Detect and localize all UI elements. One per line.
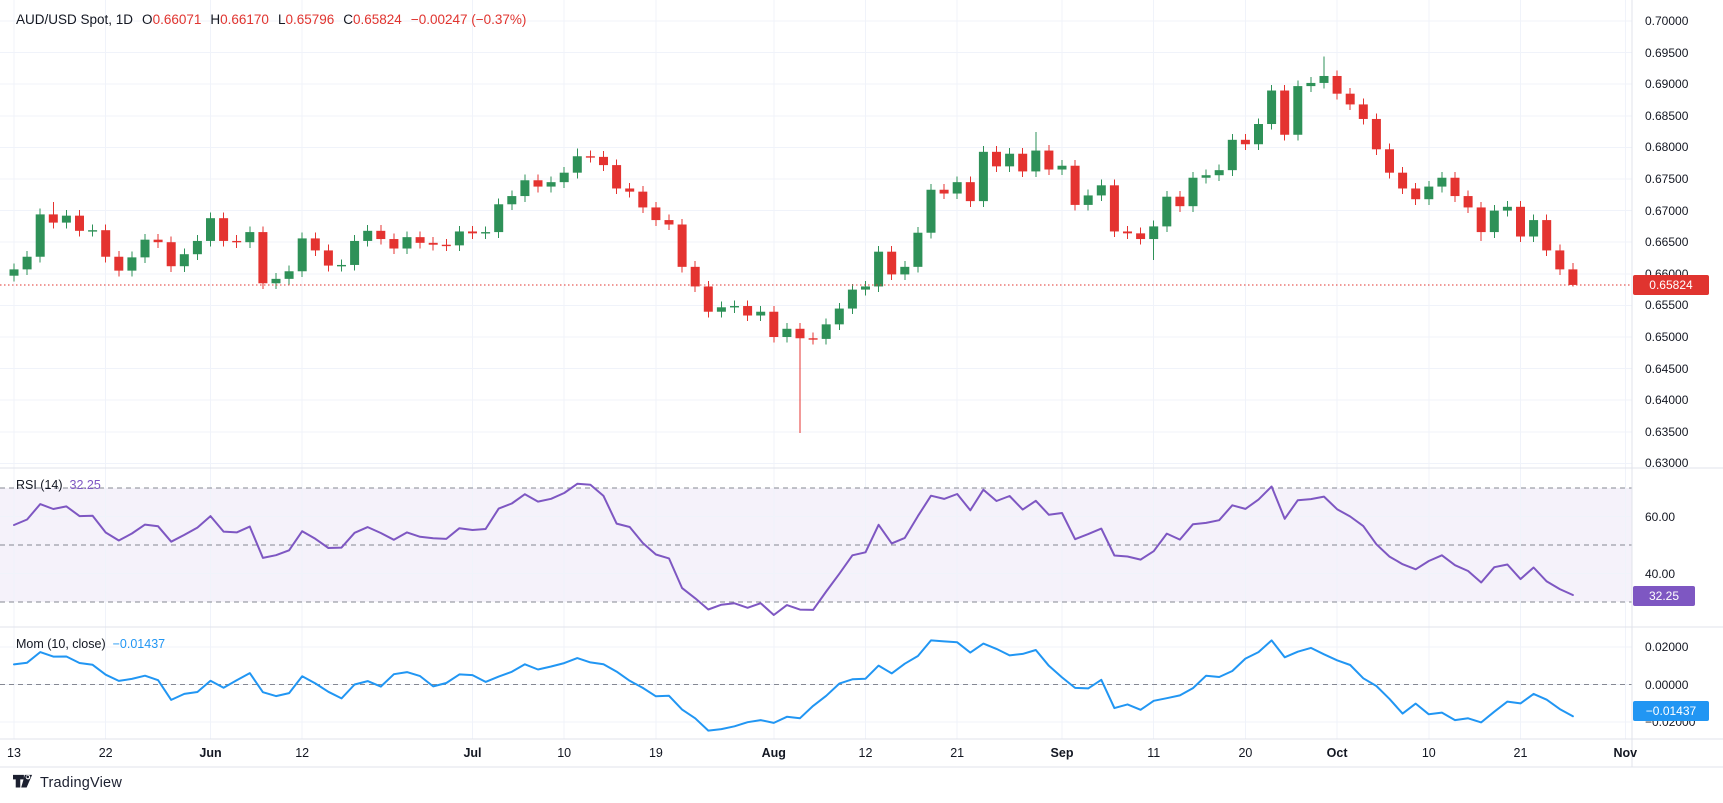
time-tick-label: 10	[557, 746, 572, 760]
symbol-legend[interactable]: AUD/USD Spot, 1D O0.66071 H0.66170 L0.65…	[16, 12, 526, 27]
rsi-axis-label: 60.00	[1645, 509, 1676, 524]
ohlc-high: H0.66170	[210, 12, 269, 27]
tradingview-brand-text: TradingView	[40, 775, 122, 791]
momentum-axis-label: 0.02000	[1645, 640, 1689, 654]
time-tick-label: 21	[1513, 746, 1528, 760]
change-value: −0.00247 (−0.37%)	[410, 12, 527, 27]
price-axis-label: 0.69500	[1645, 45, 1689, 60]
time-tick-label: 12	[295, 746, 310, 760]
time-tick-label: 12	[858, 746, 873, 760]
momentum-value: −0.01437	[112, 637, 166, 651]
price-axis-label: 0.66500	[1645, 235, 1689, 250]
time-tick-label: Sep	[1050, 746, 1074, 760]
time-tick-label: Jul	[463, 746, 482, 760]
price-axis-label: 0.64000	[1645, 393, 1689, 408]
rsi-title: RSI (14)	[16, 478, 63, 492]
time-tick-label: Jun	[199, 746, 222, 760]
tradingview-logo-icon	[13, 774, 33, 788]
momentum-value-badge: −0.01437	[1633, 701, 1709, 721]
rsi-value-badge: 32.25	[1633, 586, 1695, 606]
price-axis-label: 0.70000	[1645, 14, 1689, 28]
price-axis-label: 0.67000	[1645, 203, 1689, 218]
time-tick-label: 20	[1238, 746, 1253, 760]
price-axis-label: 0.68500	[1645, 108, 1689, 123]
time-tick-label: 22	[98, 746, 113, 760]
time-tick-label: Oct	[1326, 746, 1348, 760]
ohlc-open: O0.66071	[142, 12, 202, 27]
time-tick-label: 13	[7, 746, 21, 760]
rsi-value: 32.25	[69, 478, 101, 492]
time-tick-label: Aug	[761, 746, 786, 760]
price-axis-label: 0.63000	[1645, 456, 1689, 471]
momentum-title: Mom (10, close)	[16, 637, 106, 651]
time-tick-label: Nov	[1613, 746, 1638, 760]
rsi-indicator-legend[interactable]: RSI (14) 32.25	[16, 478, 101, 492]
price-axis-label: 0.68000	[1645, 140, 1689, 155]
time-tick-label: 11	[1147, 746, 1161, 760]
time-tick-label: 19	[648, 746, 663, 760]
time-tick-label: 10	[1421, 746, 1436, 760]
time-axis[interactable]: 13 22 Jun 12 Jul 10 19 Aug 12 21 Sep 11 20 Oct 10 21 Nov	[0, 740, 1723, 768]
price-axis[interactable]: 0.70000 0.69500 0.69000 0.68500 0.68000 0.675…	[1633, 0, 1723, 768]
time-tick-label: 21	[950, 746, 965, 760]
price-axis-label: 0.65000	[1645, 330, 1689, 344]
last-price-badge: 0.65824	[1633, 275, 1709, 295]
tradingview-attribution[interactable]: TradingView	[12, 773, 122, 793]
rsi-axis-label: 40.00	[1645, 566, 1676, 581]
momentum-axis-label: 0.00000	[1645, 677, 1689, 692]
price-axis-label: 0.65500	[1645, 298, 1689, 313]
symbol-title: AUD/USD Spot, 1D	[16, 12, 134, 27]
momentum-indicator-legend[interactable]: Mom (10, close) −0.01437	[16, 637, 165, 651]
price-axis-label: 0.64500	[1645, 361, 1689, 376]
ohlc-close: C0.65824	[343, 12, 402, 27]
price-axis-label: 0.69000	[1645, 77, 1689, 92]
ohlc-low: L0.65796	[277, 12, 335, 27]
price-axis-label: 0.63500	[1645, 424, 1689, 439]
price-axis-label: 0.67500	[1645, 172, 1689, 186]
